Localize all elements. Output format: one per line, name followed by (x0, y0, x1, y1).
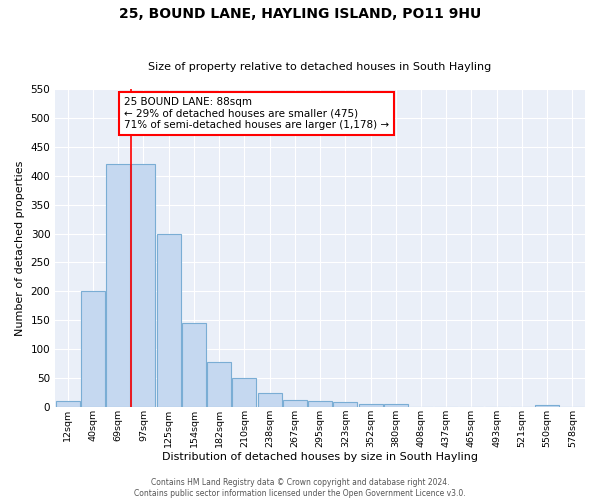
Bar (81, 292, 105, 407)
Bar (131, 164, 155, 407)
Bar (182, 323, 206, 407)
Bar (384, 404, 408, 407)
Bar (257, 392, 281, 407)
Bar (157, 234, 181, 407)
Bar (535, 406, 559, 407)
Title: Size of property relative to detached houses in South Hayling: Size of property relative to detached ho… (148, 62, 492, 72)
Text: Contains HM Land Registry data © Crown copyright and database right 2024.
Contai: Contains HM Land Registry data © Crown c… (134, 478, 466, 498)
Y-axis label: Number of detached properties: Number of detached properties (15, 160, 25, 336)
X-axis label: Distribution of detached houses by size in South Hayling: Distribution of detached houses by size … (162, 452, 478, 462)
Bar (334, 402, 357, 407)
Text: 25 BOUND LANE: 88sqm
← 29% of detached houses are smaller (475)
71% of semi-deta: 25 BOUND LANE: 88sqm ← 29% of detached h… (124, 97, 389, 130)
Bar (359, 404, 383, 407)
Bar (308, 402, 332, 407)
Text: 25, BOUND LANE, HAYLING ISLAND, PO11 9HU: 25, BOUND LANE, HAYLING ISLAND, PO11 9HU (119, 8, 481, 22)
Bar (207, 362, 231, 407)
Bar (106, 164, 130, 407)
Bar (56, 402, 80, 407)
Bar (232, 378, 256, 407)
Bar (283, 400, 307, 407)
